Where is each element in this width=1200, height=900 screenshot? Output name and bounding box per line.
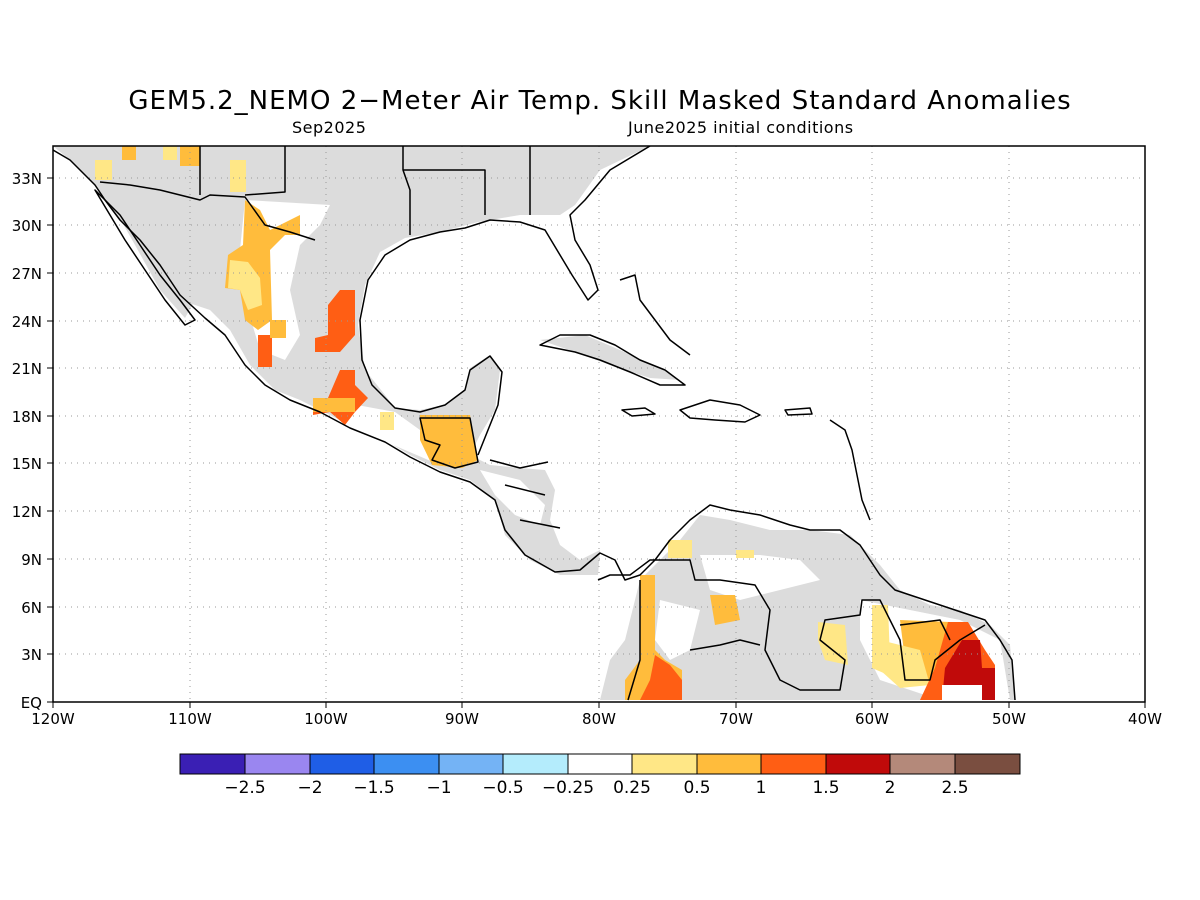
anomaly-cell-025 <box>736 550 754 558</box>
coast-lesser-antilles <box>829 419 871 521</box>
border-central-america <box>489 459 561 529</box>
anomaly-cell-050 <box>313 398 355 412</box>
lat-label: 15N <box>12 455 42 473</box>
colorbar-swatch <box>567 753 633 775</box>
border-us-mexico <box>99 181 316 241</box>
anomaly-region-colombia-strong <box>640 655 682 700</box>
masked-venezuela <box>700 555 820 600</box>
border-guatemala-belize <box>419 417 479 469</box>
cuba-land <box>540 335 680 380</box>
lat-label: 6N <box>21 599 42 617</box>
tick-marks <box>47 177 1146 708</box>
anomaly-cell-050 <box>122 146 136 160</box>
lat-label: 21N <box>12 360 42 378</box>
colorbar-labels: −2.5 −2 −1.5 −1 −0.5 −0.25 0.25 0.5 1 1.… <box>224 778 968 798</box>
gridlines <box>53 146 1145 702</box>
north-america-land <box>53 146 650 575</box>
lat-label: 12N <box>12 503 42 521</box>
lat-label: 9N <box>21 551 42 569</box>
colorbar-swatch <box>502 753 569 775</box>
colorbar-swatch <box>309 753 375 775</box>
colorbar <box>179 753 1021 775</box>
coast-us-mexico-gulf <box>53 149 1016 701</box>
colorbar-label: 1.5 <box>812 778 839 798</box>
lat-label: 33N <box>12 170 42 188</box>
coastlines <box>53 146 1016 701</box>
border-south-america <box>597 559 986 701</box>
colorbar-swatch <box>179 753 246 775</box>
colorbar-label: −1.5 <box>353 778 394 798</box>
masked-colombia <box>655 600 700 660</box>
lon-label: 80W <box>582 710 616 728</box>
anomaly-cell-050 <box>95 160 112 180</box>
coast-gulf-of-mexico <box>359 146 651 456</box>
colorbar-label: −0.5 <box>482 778 523 798</box>
latitude-labels: 33N 30N 27N 24N 21N 18N 15N 12N 9N 6N 3N… <box>12 170 42 712</box>
border-us-states <box>199 146 531 235</box>
anomaly-cell-025 <box>380 412 394 430</box>
forecast-month: Sep2025 <box>292 118 367 137</box>
colorbar-swatch <box>438 753 504 775</box>
anomaly-region-venezuela-south <box>818 622 848 665</box>
lon-label: 100W <box>304 710 348 728</box>
colorbar-label: 2 <box>885 778 896 798</box>
coast-cuba <box>539 334 686 386</box>
baja-land <box>118 195 195 318</box>
colorbar-label: 0.5 <box>683 778 710 798</box>
lat-label: EQ <box>21 694 42 712</box>
coast-jamaica <box>621 407 656 417</box>
map-area <box>53 146 1145 702</box>
colorbar-label: −1 <box>426 778 451 798</box>
colorbar-swatch <box>889 753 956 775</box>
lon-label: 110W <box>168 710 212 728</box>
lon-label: 40W <box>1128 710 1162 728</box>
coast-hispaniola <box>679 399 761 423</box>
longitude-labels: 120W 110W 100W 90W 80W 70W 60W 50W 40W <box>31 710 1162 728</box>
anomaly-region-venezuela <box>710 595 740 625</box>
colorbar-label: −2 <box>297 778 322 798</box>
colorbar-swatch <box>954 753 1021 775</box>
lat-label: 18N <box>12 408 42 426</box>
colorbar-label: 1 <box>756 778 767 798</box>
lon-label: 90W <box>445 710 479 728</box>
coast-bahamas <box>619 274 691 356</box>
colorbar-label: 2.5 <box>941 778 968 798</box>
lon-label: 60W <box>855 710 889 728</box>
coast-puerto-rico <box>784 407 813 416</box>
colorbar-label: 0.25 <box>613 778 651 798</box>
colorbar-swatch <box>825 753 891 775</box>
map-title: GEM5.2_NEMO 2−Meter Air Temp. Skill Mask… <box>128 86 1072 116</box>
colorbar-label: −0.25 <box>542 778 594 798</box>
anomaly-region-guiana-light <box>880 640 930 688</box>
anomaly-region-mexico-north-light <box>228 260 262 310</box>
initial-conditions: June2025 initial conditions <box>628 118 854 137</box>
colorbar-swatch <box>373 753 440 775</box>
colorbar-swatch <box>244 753 311 775</box>
lon-label: 120W <box>31 710 75 728</box>
lon-label: 50W <box>992 710 1026 728</box>
colorbar-swatch <box>631 753 698 775</box>
lat-label: 24N <box>12 313 42 331</box>
lat-label: 27N <box>12 265 42 283</box>
lat-label: 30N <box>12 217 42 235</box>
anomaly-cell-025 <box>942 685 982 700</box>
lat-label: 3N <box>21 646 42 664</box>
lon-label: 70W <box>719 710 753 728</box>
anomaly-cell-025 <box>668 540 692 558</box>
anomaly-cell-050 <box>180 146 200 166</box>
colorbar-swatch <box>696 753 762 775</box>
anomaly-cell-025 <box>230 160 246 192</box>
colorbar-swatch <box>760 753 827 775</box>
anomaly-cells <box>95 146 995 700</box>
anomaly-cell-050 <box>270 320 286 338</box>
coast-baja-california <box>94 189 196 326</box>
colorbar-label: −2.5 <box>224 778 265 798</box>
anomaly-cell-100 <box>258 335 272 367</box>
masked-central-america <box>480 470 545 525</box>
anomaly-cell-025 <box>163 146 177 160</box>
